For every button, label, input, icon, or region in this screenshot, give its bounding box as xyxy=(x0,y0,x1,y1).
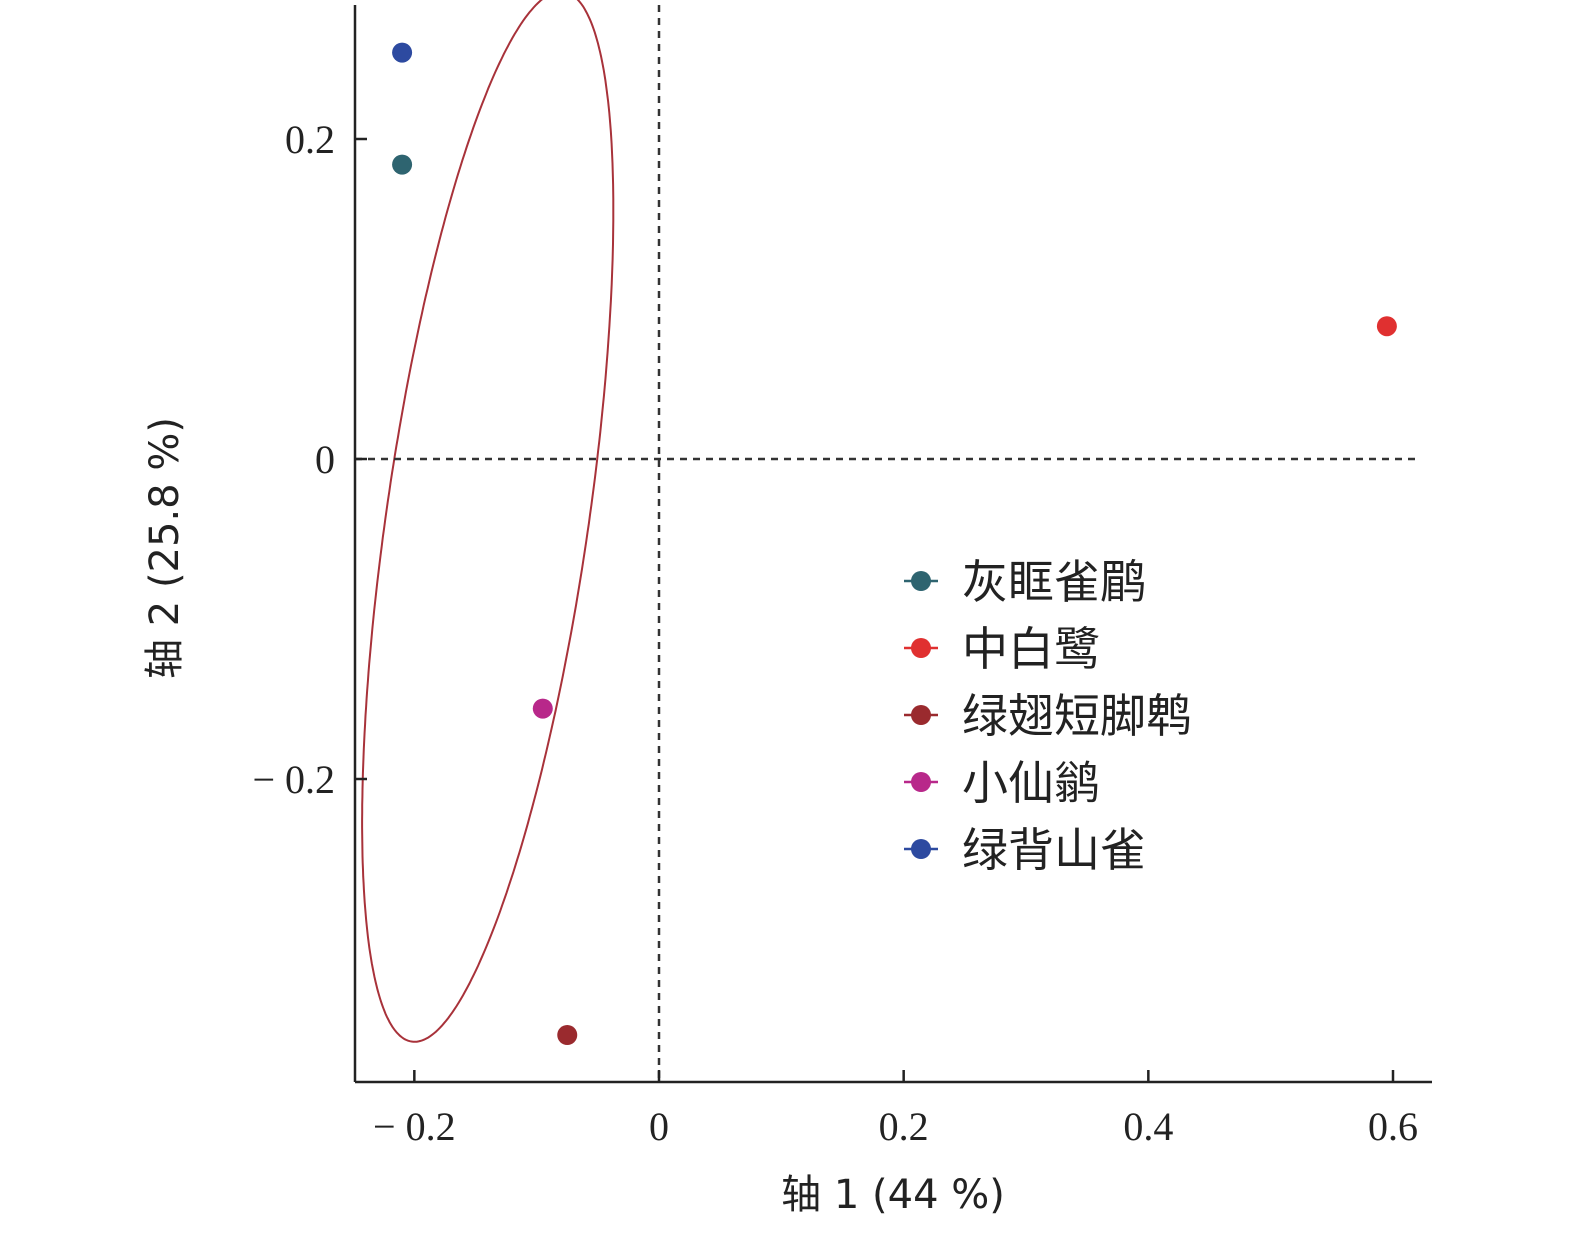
data-point xyxy=(392,154,413,175)
x-tick-label: 0.2 xyxy=(879,1104,929,1149)
cluster-ellipse-layer xyxy=(361,0,615,1043)
data-point xyxy=(557,1025,578,1045)
y-tick-label: 0.2 xyxy=(285,117,335,162)
y-tick-label: 0 xyxy=(315,437,335,482)
x-axis-title: 轴 1 (44 %) xyxy=(781,1172,1005,1218)
x-tick-label: − 0.2 xyxy=(373,1104,456,1149)
reference-lines xyxy=(355,5,1418,1082)
y-axis-title: 轴 2 (25.8 %) xyxy=(142,417,188,679)
legend-marker xyxy=(911,638,931,658)
data-point xyxy=(532,698,553,719)
legend-marker xyxy=(911,839,931,859)
legend-label: 小仙鹟 xyxy=(962,756,1100,810)
data-points xyxy=(392,42,1397,1045)
cluster-ellipse xyxy=(361,0,615,1043)
data-point xyxy=(392,42,413,63)
x-tick-label: 0.6 xyxy=(1368,1104,1418,1149)
legend-marker xyxy=(911,772,931,792)
x-tick-label: 0.4 xyxy=(1123,1104,1173,1149)
x-tick-label: 0 xyxy=(649,1104,669,1149)
legend-marker xyxy=(911,705,931,725)
legend-marker xyxy=(911,571,931,591)
legend-label: 绿翅短脚鹎 xyxy=(962,689,1192,743)
data-point xyxy=(1376,316,1397,337)
axes: − 0.2 0 0.2 0.4 0.6 0.2 0 − 0.2 xyxy=(252,5,1432,1149)
y-tick-label: − 0.2 xyxy=(252,757,335,802)
legend-label: 绿背山雀 xyxy=(962,823,1146,877)
legend-label: 中白鹭 xyxy=(962,622,1100,676)
legend-label: 灰眶雀鹛 xyxy=(962,555,1146,609)
